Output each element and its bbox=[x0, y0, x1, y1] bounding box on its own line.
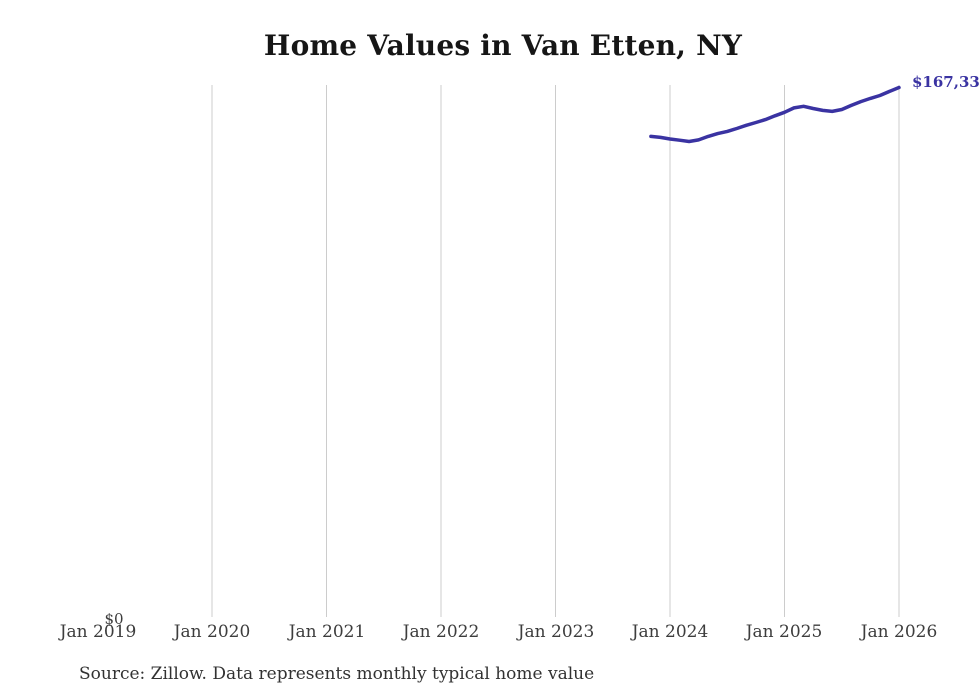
x-tick-jan-2024: Jan 2024 bbox=[631, 622, 709, 642]
x-tick-jan-2026: Jan 2026 bbox=[860, 622, 938, 642]
x-tick-jan-2020: Jan 2020 bbox=[173, 622, 251, 642]
x-tick-jan-2019: Jan 2019 bbox=[59, 622, 137, 642]
home-value-line bbox=[649, 85, 901, 144]
x-tick-jan-2025: Jan 2025 bbox=[745, 622, 823, 642]
chart-title: Home Values in Van Etten, NY bbox=[263, 29, 743, 62]
end-value-label: $167,335 bbox=[912, 73, 980, 91]
x-tick-jan-2021: Jan 2021 bbox=[288, 622, 366, 642]
source-note: Source: Zillow. Data represents monthly … bbox=[79, 664, 595, 684]
x-tick-jan-2022: Jan 2022 bbox=[402, 622, 480, 642]
y-axis-zero-label: $0 bbox=[104, 610, 124, 628]
x-tick-jan-2023: Jan 2023 bbox=[517, 622, 595, 642]
